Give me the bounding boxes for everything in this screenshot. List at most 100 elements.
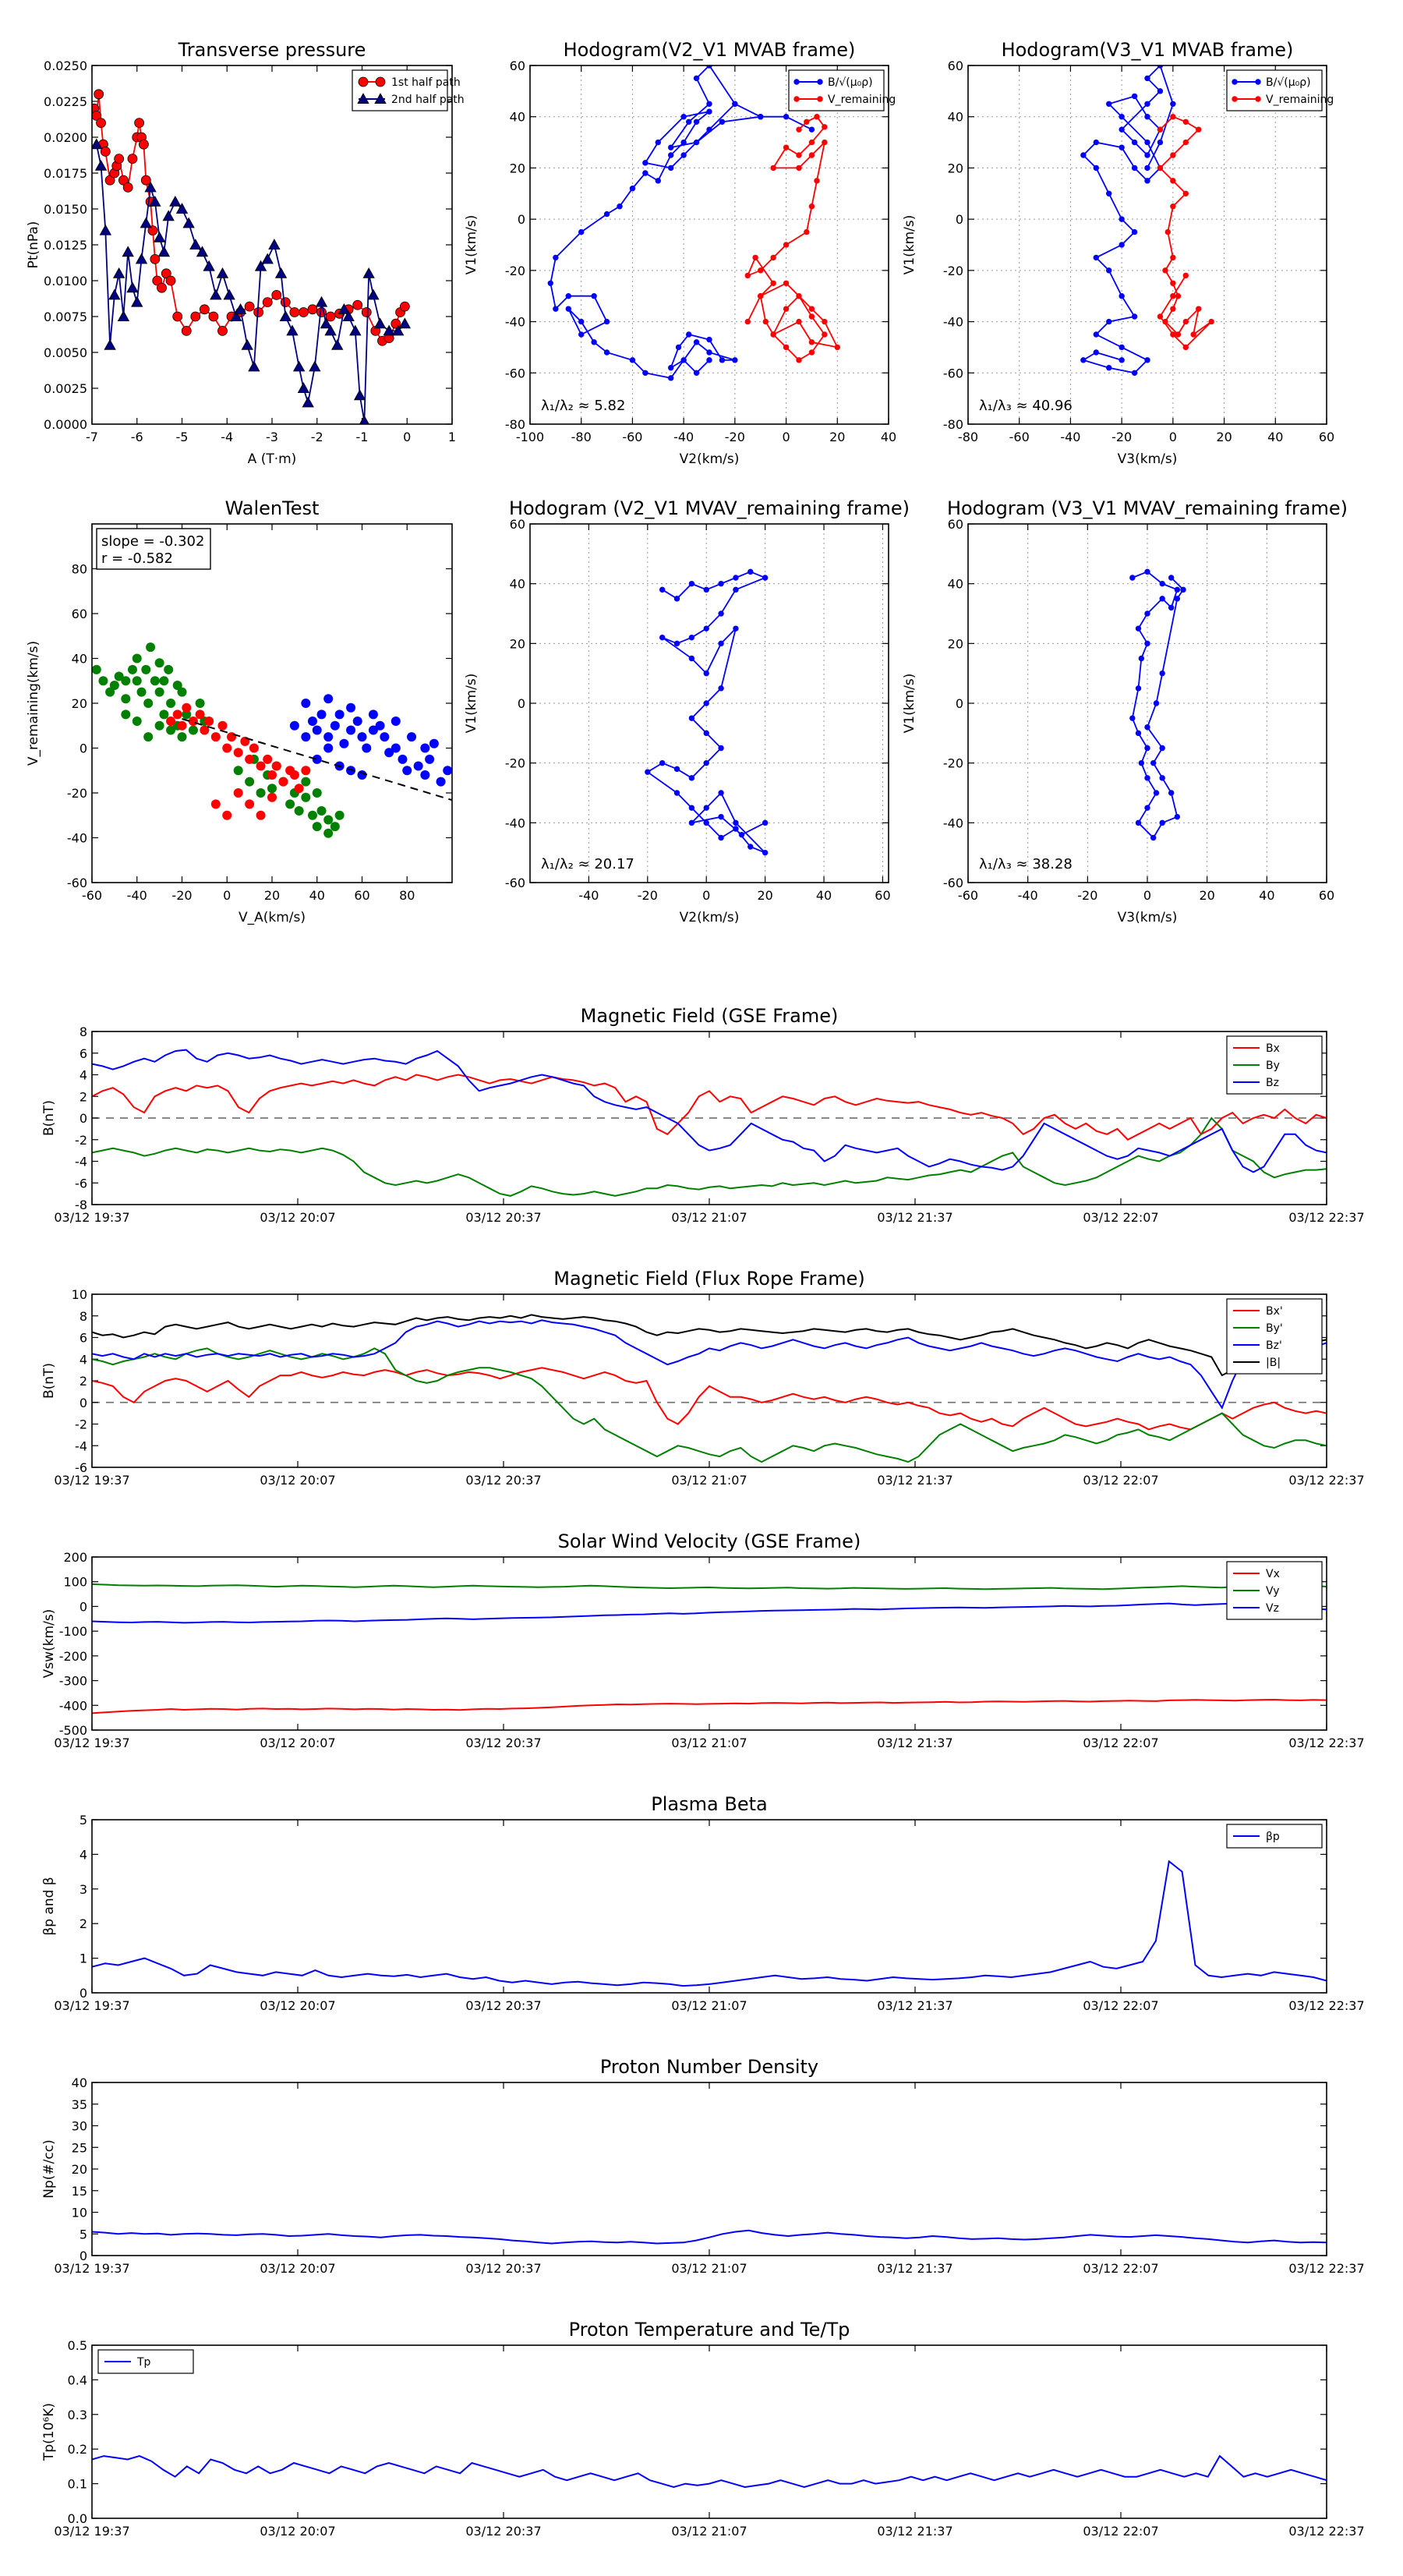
x-tick-label: 03/12 19:37 [54, 2261, 129, 2276]
data-point [320, 317, 332, 329]
data-point [267, 770, 277, 780]
data-point [1182, 119, 1189, 125]
data-point [384, 748, 394, 758]
series-βp [92, 1859, 1327, 1987]
x-tick-label: 03/12 22:07 [1083, 1473, 1158, 1488]
data-point [733, 826, 739, 832]
data-point [114, 671, 124, 681]
x-tick-label: -40 [127, 888, 147, 903]
series-line [92, 1319, 1327, 1410]
series-V_remaining [744, 114, 840, 363]
x-tick-label: 0 [702, 888, 710, 903]
y-tick-label: 4 [80, 1068, 87, 1083]
x-tick-label: 03/12 22:37 [1288, 2524, 1364, 2539]
x-tick-label: 03/12 21:07 [671, 1210, 747, 1225]
y-tick-label: -60 [943, 366, 963, 380]
data-point [1106, 101, 1112, 107]
data-point [1129, 575, 1136, 581]
data-point [144, 181, 157, 193]
data-point [112, 267, 125, 278]
x-tick-label: 03/12 20:37 [465, 1473, 541, 1488]
data-point [157, 246, 171, 257]
data-point [114, 154, 125, 165]
data-point [316, 806, 327, 816]
legend-label: Vz [1266, 1602, 1279, 1615]
data-point [1159, 745, 1165, 752]
data-point [132, 653, 142, 663]
data-point [267, 784, 277, 794]
data-point [783, 344, 790, 351]
chart-bfr: Magnetic Field (Flux Rope Frame) 03/12 19… [41, 1268, 1365, 1488]
data-point [154, 658, 164, 668]
r-text: r = -0.582 [101, 550, 173, 567]
data-point [122, 182, 133, 193]
data-point [262, 297, 273, 308]
data-point [553, 306, 559, 312]
data-point [248, 360, 260, 372]
data-point [165, 275, 176, 286]
data-point [195, 699, 205, 708]
y-tick-label: 0 [80, 2249, 87, 2263]
data-point [1135, 685, 1142, 692]
data-point [425, 754, 435, 764]
x-tick-label: 03/12 21:37 [877, 1210, 952, 1225]
legend-label: Vx [1266, 1568, 1280, 1580]
y-tick-label: 10 [72, 2206, 87, 2220]
data-point [804, 228, 810, 235]
x-tick-label: 20 [264, 888, 280, 903]
series-line [92, 1601, 1327, 1624]
data-point [234, 303, 247, 314]
x-tick-label: -40 [578, 888, 599, 903]
x-tick-label: 03/12 21:07 [671, 1736, 747, 1750]
data-point [808, 339, 815, 345]
chart-hv3r: Hodogram (V3_V1 MVAV_remaining frame) -60… [902, 497, 1348, 925]
chart-title: Proton Number Density [600, 2056, 818, 2078]
x-tick-label: 03/12 21:07 [671, 1998, 747, 2013]
data-point [323, 743, 334, 753]
x-tick-label: -7 [86, 430, 98, 444]
legend-label: 1st half path [391, 76, 461, 89]
y-tick-label: 0.0175 [44, 166, 87, 181]
data-point [307, 304, 318, 315]
data-point [104, 175, 115, 186]
series-Tp [92, 2454, 1327, 2489]
data-point [135, 253, 148, 264]
data-point [808, 203, 815, 210]
data-point [162, 210, 175, 221]
data-point [673, 766, 680, 773]
data-point [814, 114, 820, 120]
data-point [127, 154, 138, 165]
data-point [770, 254, 776, 261]
plot-area [92, 1859, 1327, 1987]
data-point [718, 640, 724, 647]
data-point [217, 325, 228, 336]
data-point [153, 231, 166, 242]
data-point [256, 761, 266, 771]
data-point [1170, 280, 1176, 286]
legend-marker [793, 79, 800, 85]
data-point [1135, 625, 1142, 632]
y-tick-label: -80 [505, 417, 525, 432]
data-point [140, 175, 151, 186]
y-tick-label: -20 [67, 786, 87, 801]
data-point [383, 324, 395, 336]
plot-area [92, 89, 412, 424]
x-tick-label: 80 [399, 888, 415, 903]
chart-np: Proton Number Density 03/12 19:37 03/12 20… [41, 2056, 1365, 2276]
eigen-ratio-annotation: λ₁/λ₂ ≈ 5.82 [541, 398, 625, 414]
y-tick-label: 35 [72, 2097, 87, 2112]
series-Bz [92, 1049, 1327, 1173]
x-tick-label: 03/12 20:07 [260, 1210, 335, 1225]
x-tick-label: -60 [82, 888, 102, 903]
axes-frame [967, 523, 1327, 883]
data-point [629, 357, 636, 363]
series-Vz [92, 1601, 1327, 1624]
x-tick-label: 40 [1267, 430, 1283, 444]
data-point [1119, 357, 1125, 363]
y-tick-label: -40 [943, 816, 963, 830]
data-point [808, 139, 815, 146]
data-point [617, 203, 623, 210]
legend: 1st half path 2nd half path [352, 69, 465, 111]
data-point [330, 720, 340, 731]
fit-line [182, 718, 452, 801]
